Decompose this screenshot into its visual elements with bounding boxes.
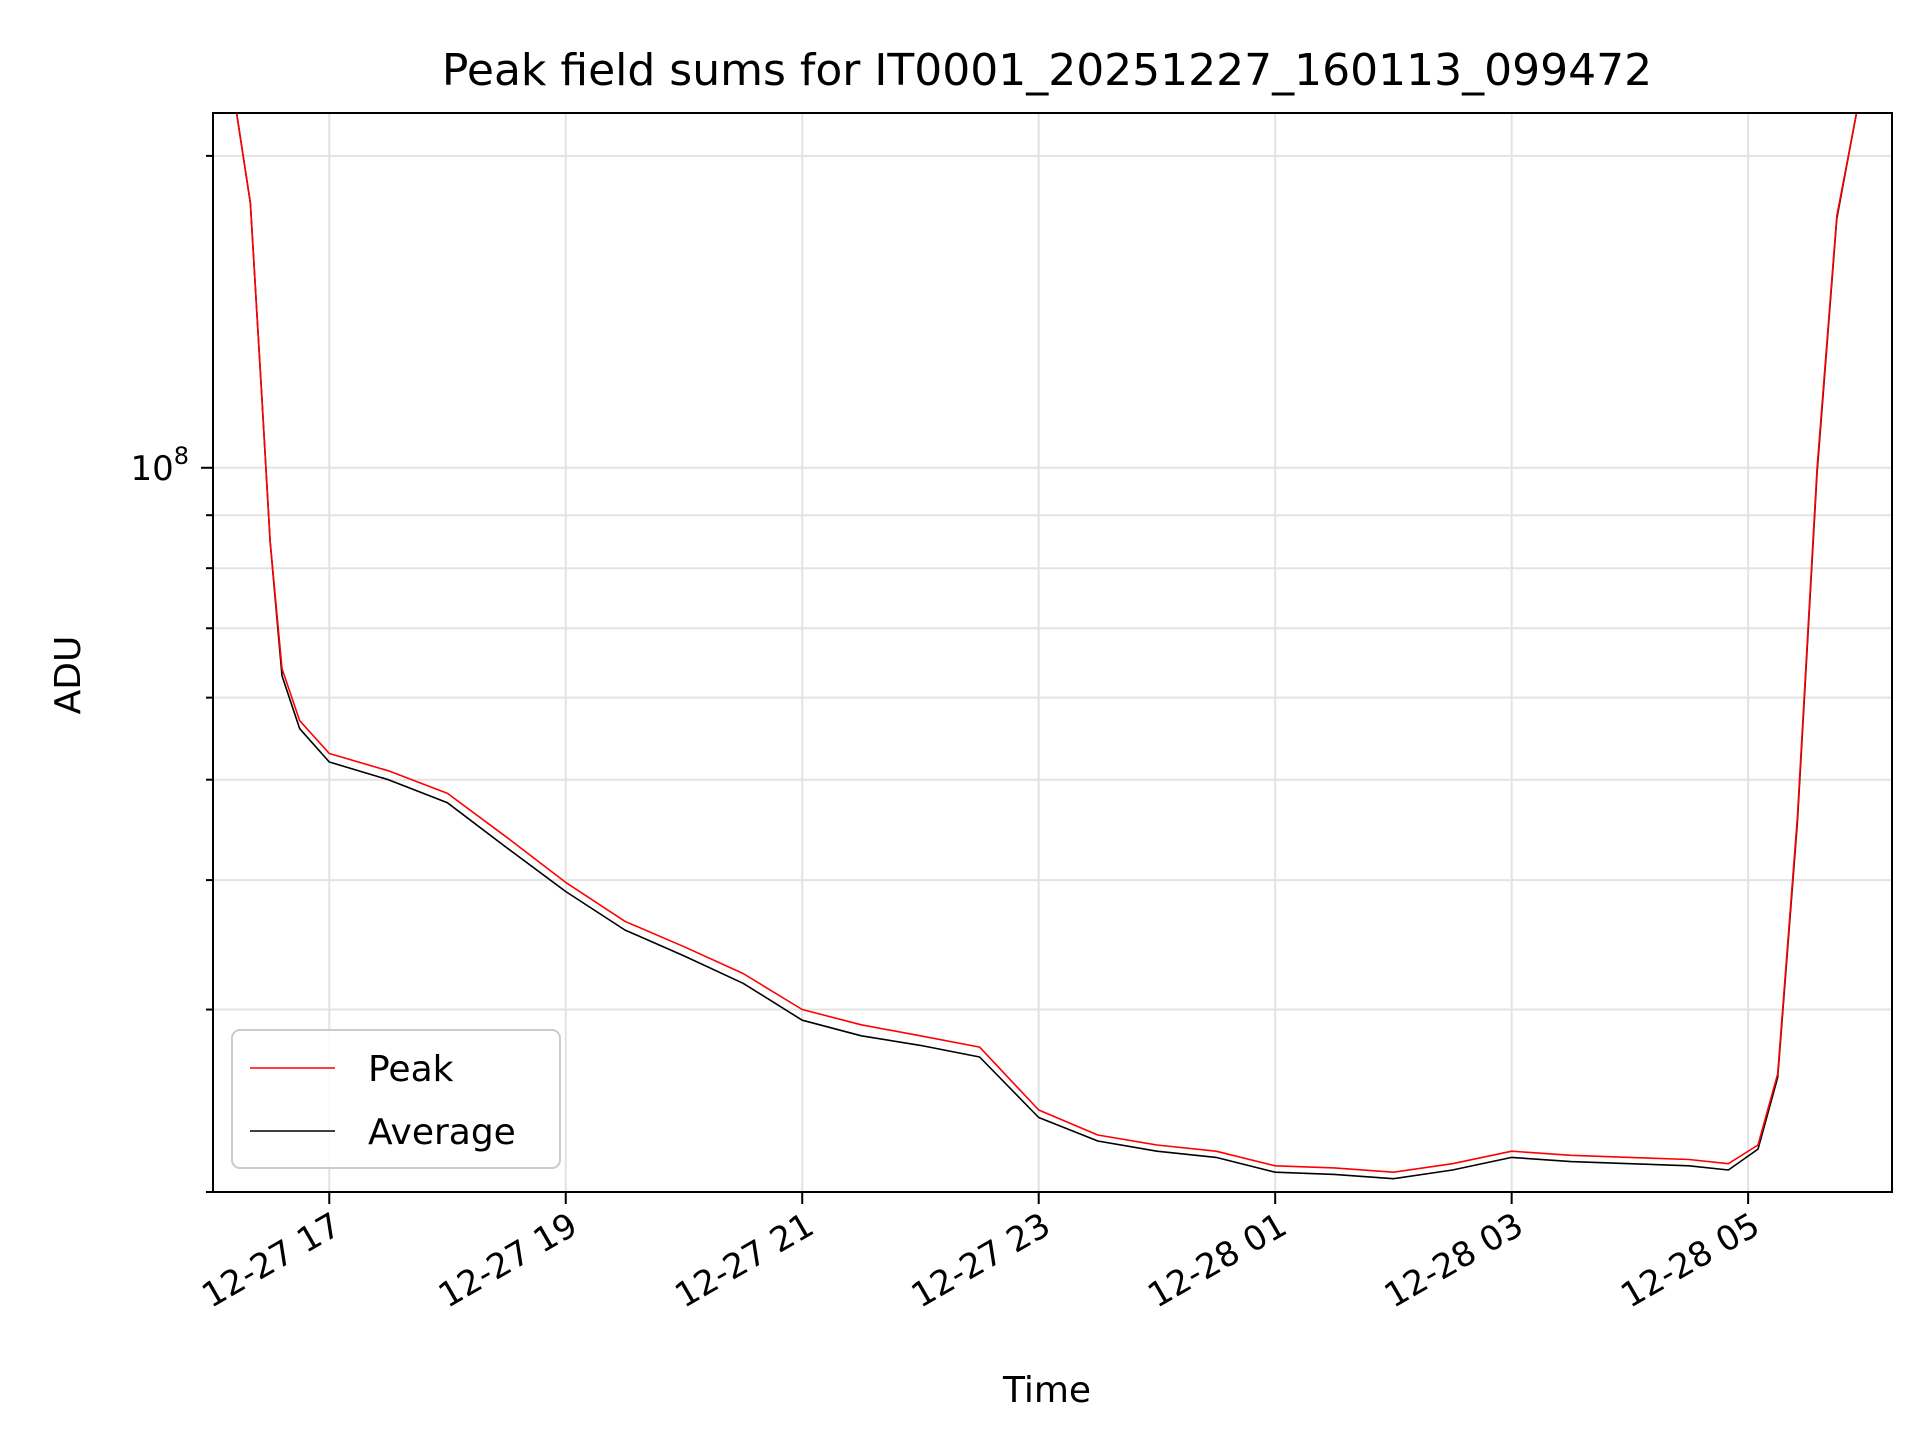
legend-box <box>231 1029 561 1169</box>
legend-label-peak: Peak <box>368 1049 454 1090</box>
plot-layer <box>235 113 1858 1180</box>
series-line-peak <box>235 113 1858 1173</box>
x-axis-label: Time <box>1002 1370 1091 1411</box>
series-line-average <box>235 113 1858 1180</box>
plot-frame <box>212 112 1893 1193</box>
y-tick-label: 108 <box>130 442 189 489</box>
legend: Peak Average <box>231 1029 561 1169</box>
chart-title: Peak field sums for IT0001_20251227_1601… <box>442 45 1652 96</box>
y-axis-label: ADU <box>48 636 89 715</box>
grid-layer <box>213 113 1892 1193</box>
legend-label-average: Average <box>368 1112 516 1153</box>
